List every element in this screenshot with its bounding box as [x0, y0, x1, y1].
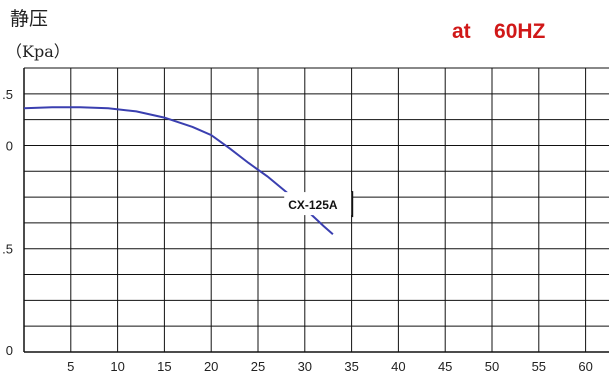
x-tick-label: 15 [157, 359, 171, 374]
x-tick-label: 25 [251, 359, 265, 374]
frequency-note: at 60HZ [452, 20, 546, 43]
y-axis-unit: （Kpa） [6, 42, 70, 61]
x-tick-label: 60 [578, 359, 592, 374]
x-tick-label: 5 [67, 359, 74, 374]
y-axis-title: 静压 [10, 8, 49, 30]
x-tick-label: 30 [298, 359, 312, 374]
y-tick-label: .5 [2, 87, 13, 102]
y-tick-label: 0 [6, 343, 13, 358]
x-tick-label: 55 [532, 359, 546, 374]
x-tick-label: 35 [344, 359, 358, 374]
x-tick-label: 40 [391, 359, 405, 374]
y-tick-label: 0 [6, 138, 13, 153]
series-label: CX-125A [288, 198, 338, 212]
x-tick-label: 10 [110, 359, 124, 374]
y-tick-label: .5 [2, 242, 13, 257]
series-label-box [284, 192, 353, 216]
x-tick-label: 20 [204, 359, 218, 374]
x-tick-label: 45 [438, 359, 452, 374]
x-tick-label: 50 [485, 359, 499, 374]
